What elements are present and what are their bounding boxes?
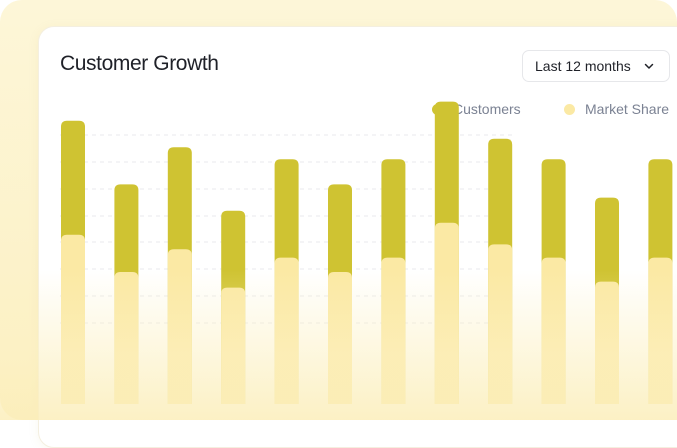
legend-item-market-share: Market Share bbox=[564, 101, 669, 117]
bar-market-share bbox=[541, 257, 566, 404]
bar-market-share bbox=[221, 287, 246, 404]
bar-market-share bbox=[595, 281, 619, 404]
bar-market-share bbox=[381, 257, 406, 404]
bar-market-share bbox=[648, 257, 673, 404]
bar-market-share bbox=[61, 234, 85, 404]
legend-label-market-share: Market Share bbox=[585, 101, 670, 117]
legend-label-customers: Customers bbox=[453, 101, 521, 117]
card-title: Customer Growth bbox=[60, 52, 219, 75]
customer-growth-chart bbox=[60, 101, 673, 405]
bar-market-share bbox=[274, 257, 299, 404]
bar-market-share bbox=[114, 272, 139, 404]
range-select-label: Last 12 months bbox=[535, 58, 631, 74]
legend-dot-market-share bbox=[564, 103, 575, 115]
bar-market-share bbox=[434, 222, 459, 404]
bar-market-share bbox=[328, 272, 352, 404]
bar-market-share bbox=[167, 249, 192, 404]
range-select[interactable]: Last 12 months bbox=[522, 50, 670, 82]
chevron-down-icon bbox=[644, 63, 654, 69]
bar-market-share bbox=[488, 244, 513, 404]
